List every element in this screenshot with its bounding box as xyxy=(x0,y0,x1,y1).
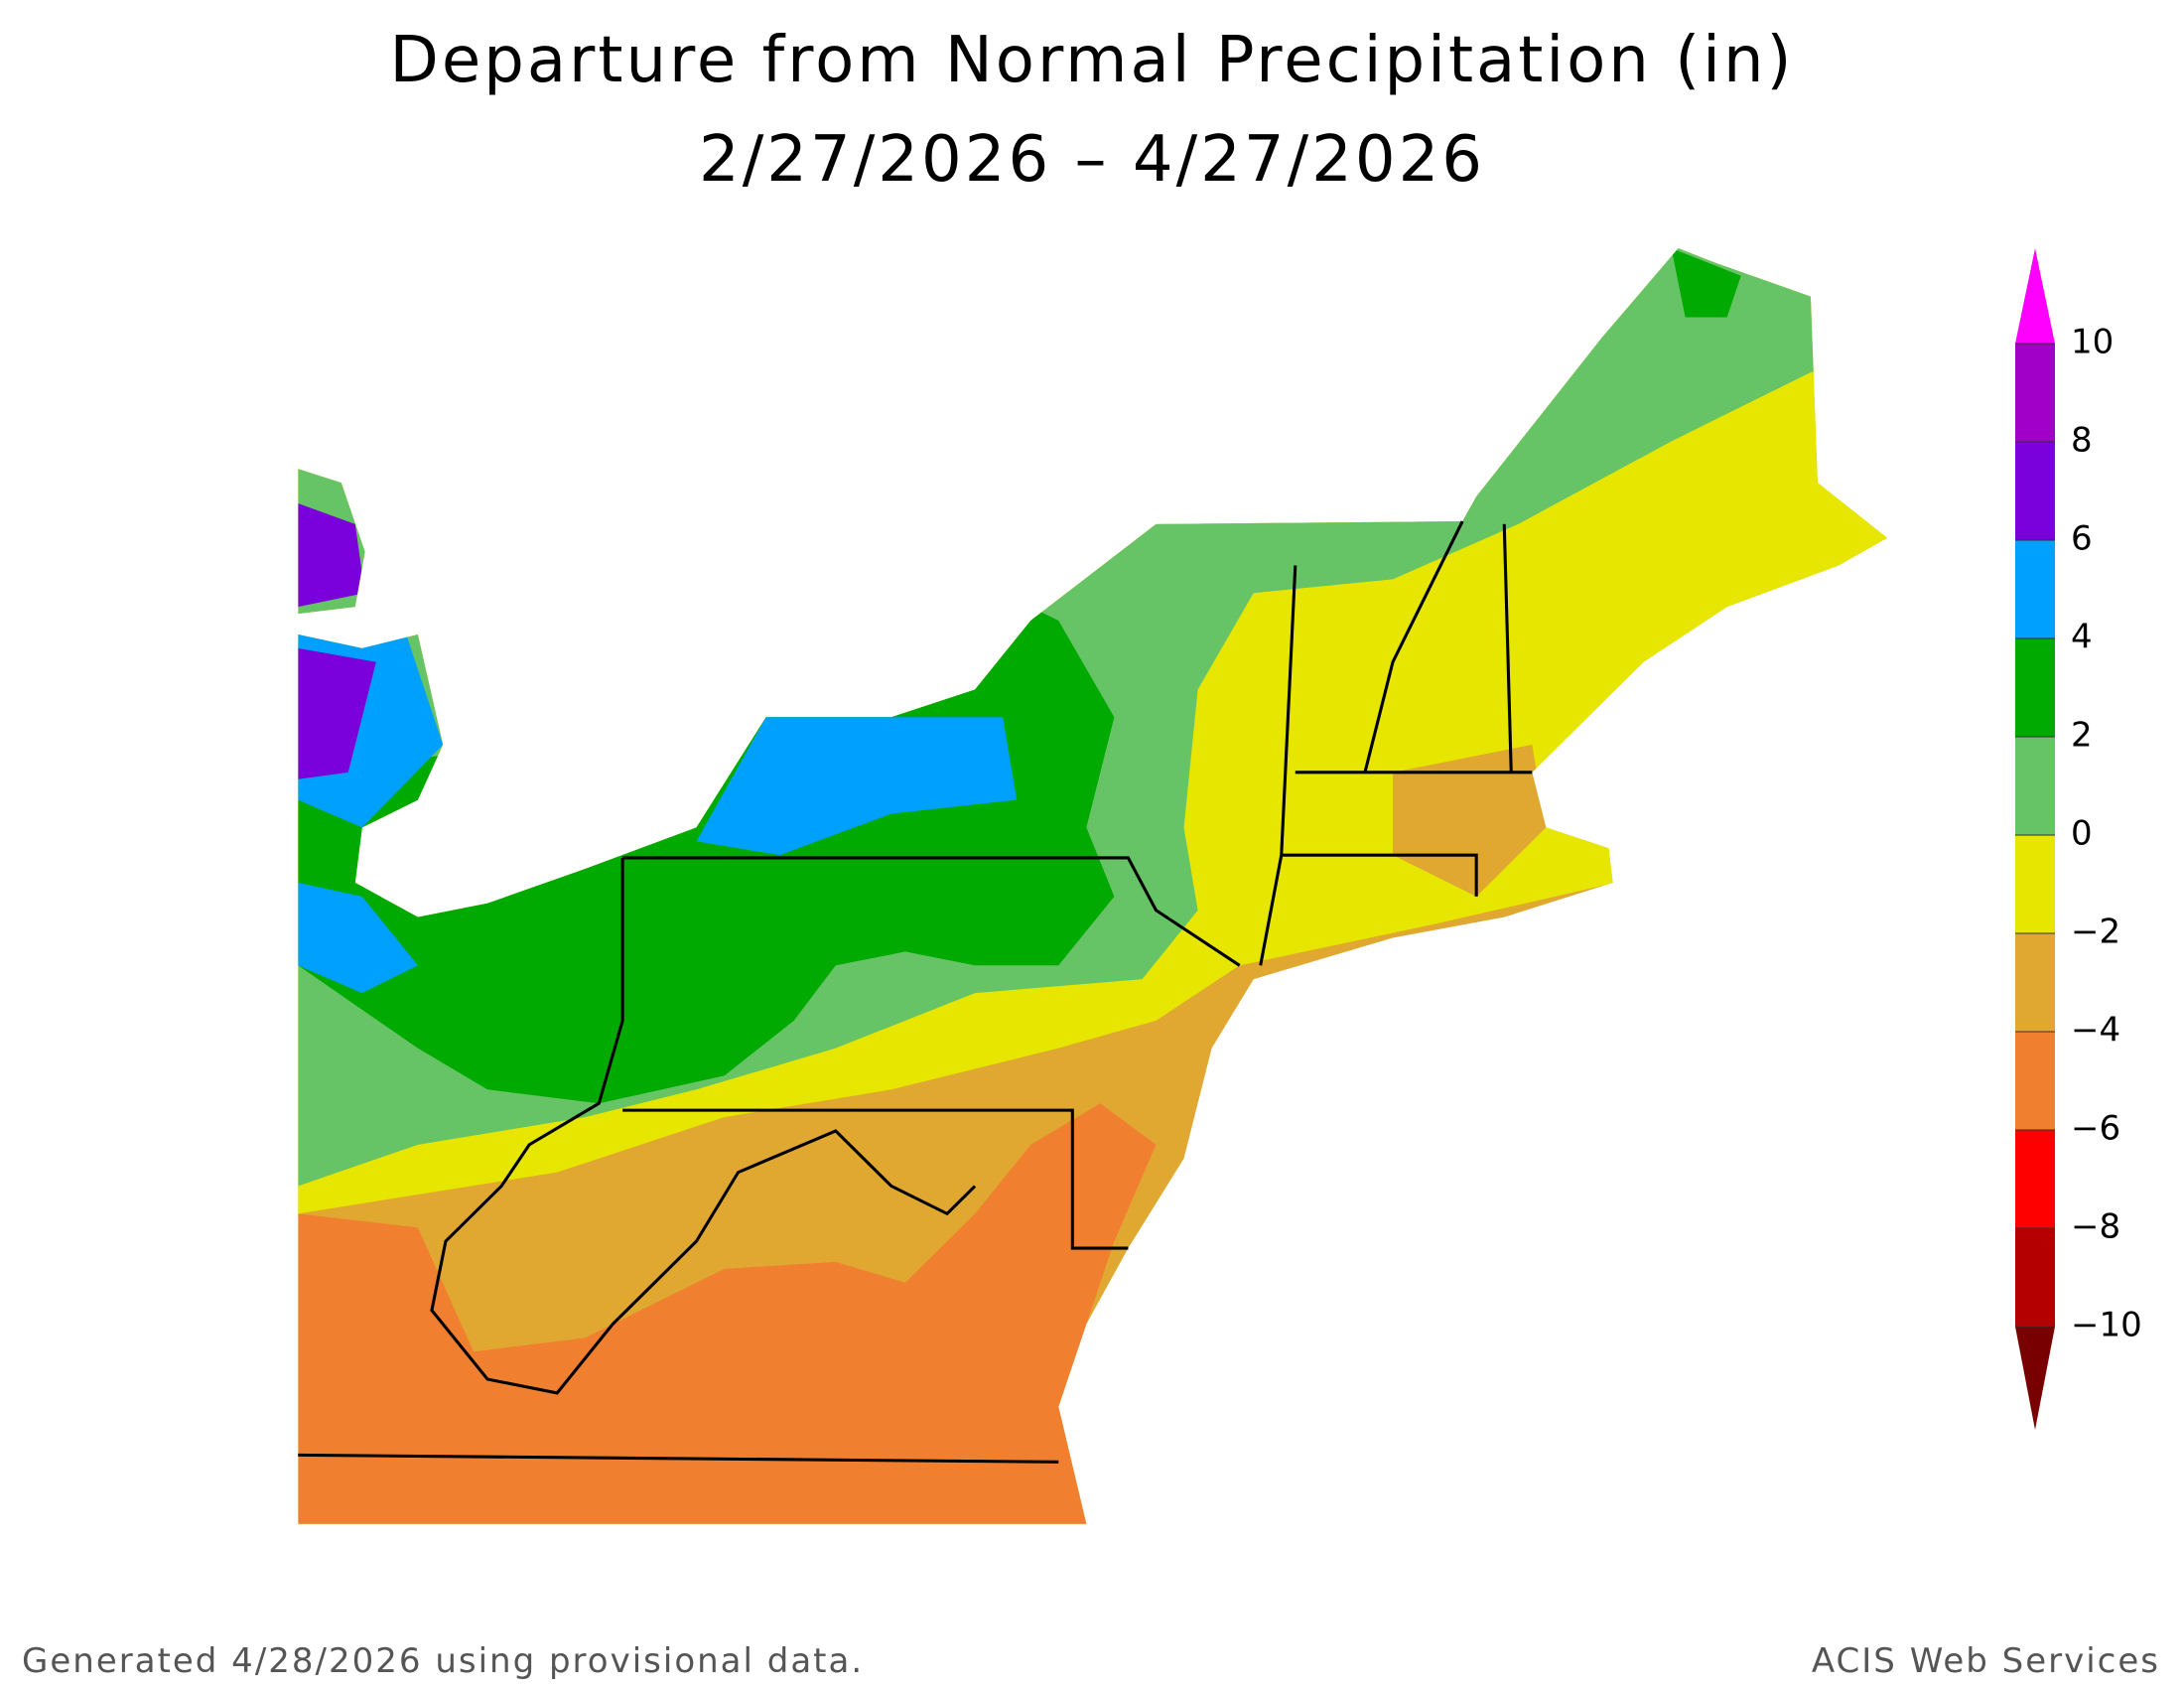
legend-tick-label: −6 xyxy=(2071,1109,2120,1149)
legend-tick-label: 8 xyxy=(2071,421,2093,461)
legend-tick-label: 10 xyxy=(2071,323,2114,362)
legend-bin xyxy=(2015,737,2055,835)
legend-tick-label: 6 xyxy=(2071,519,2093,559)
legend-bin xyxy=(2015,1130,2055,1228)
legend-bin xyxy=(2015,1032,2055,1130)
subtitle: 2/27/2026 – 4/27/2026 xyxy=(699,123,1485,197)
legend-arrow-bottom xyxy=(2015,1327,2055,1430)
legend-bin xyxy=(2015,540,2055,638)
legend-tick-label: 4 xyxy=(2071,618,2093,657)
footer-right: ACIS Web Services xyxy=(1812,1641,2160,1681)
legend-bin xyxy=(2015,933,2055,1032)
legend: 10 8 6 4 2 0 −2 −4 −6 −8 −10 xyxy=(2015,248,2142,1430)
legend-bin xyxy=(2015,1228,2055,1327)
legend-tick-label: −4 xyxy=(2071,1011,2120,1051)
legend-tick-label: 2 xyxy=(2071,716,2093,756)
legend-tick-label: 0 xyxy=(2071,814,2093,854)
footer-left: Generated 4/28/2026 using provisional da… xyxy=(22,1641,864,1681)
legend-tick-label: −10 xyxy=(2071,1306,2142,1345)
map xyxy=(298,248,1888,1524)
legend-bin xyxy=(2015,442,2055,540)
title: Departure from Normal Precipitation (in) xyxy=(390,24,1795,97)
legend-tick-label: −2 xyxy=(2071,913,2120,952)
legend-bin xyxy=(2015,835,2055,933)
legend-arrow-top xyxy=(2015,248,2055,344)
legend-bin xyxy=(2015,638,2055,737)
legend-bin xyxy=(2015,344,2055,442)
legend-tick-label: −8 xyxy=(2071,1207,2120,1247)
